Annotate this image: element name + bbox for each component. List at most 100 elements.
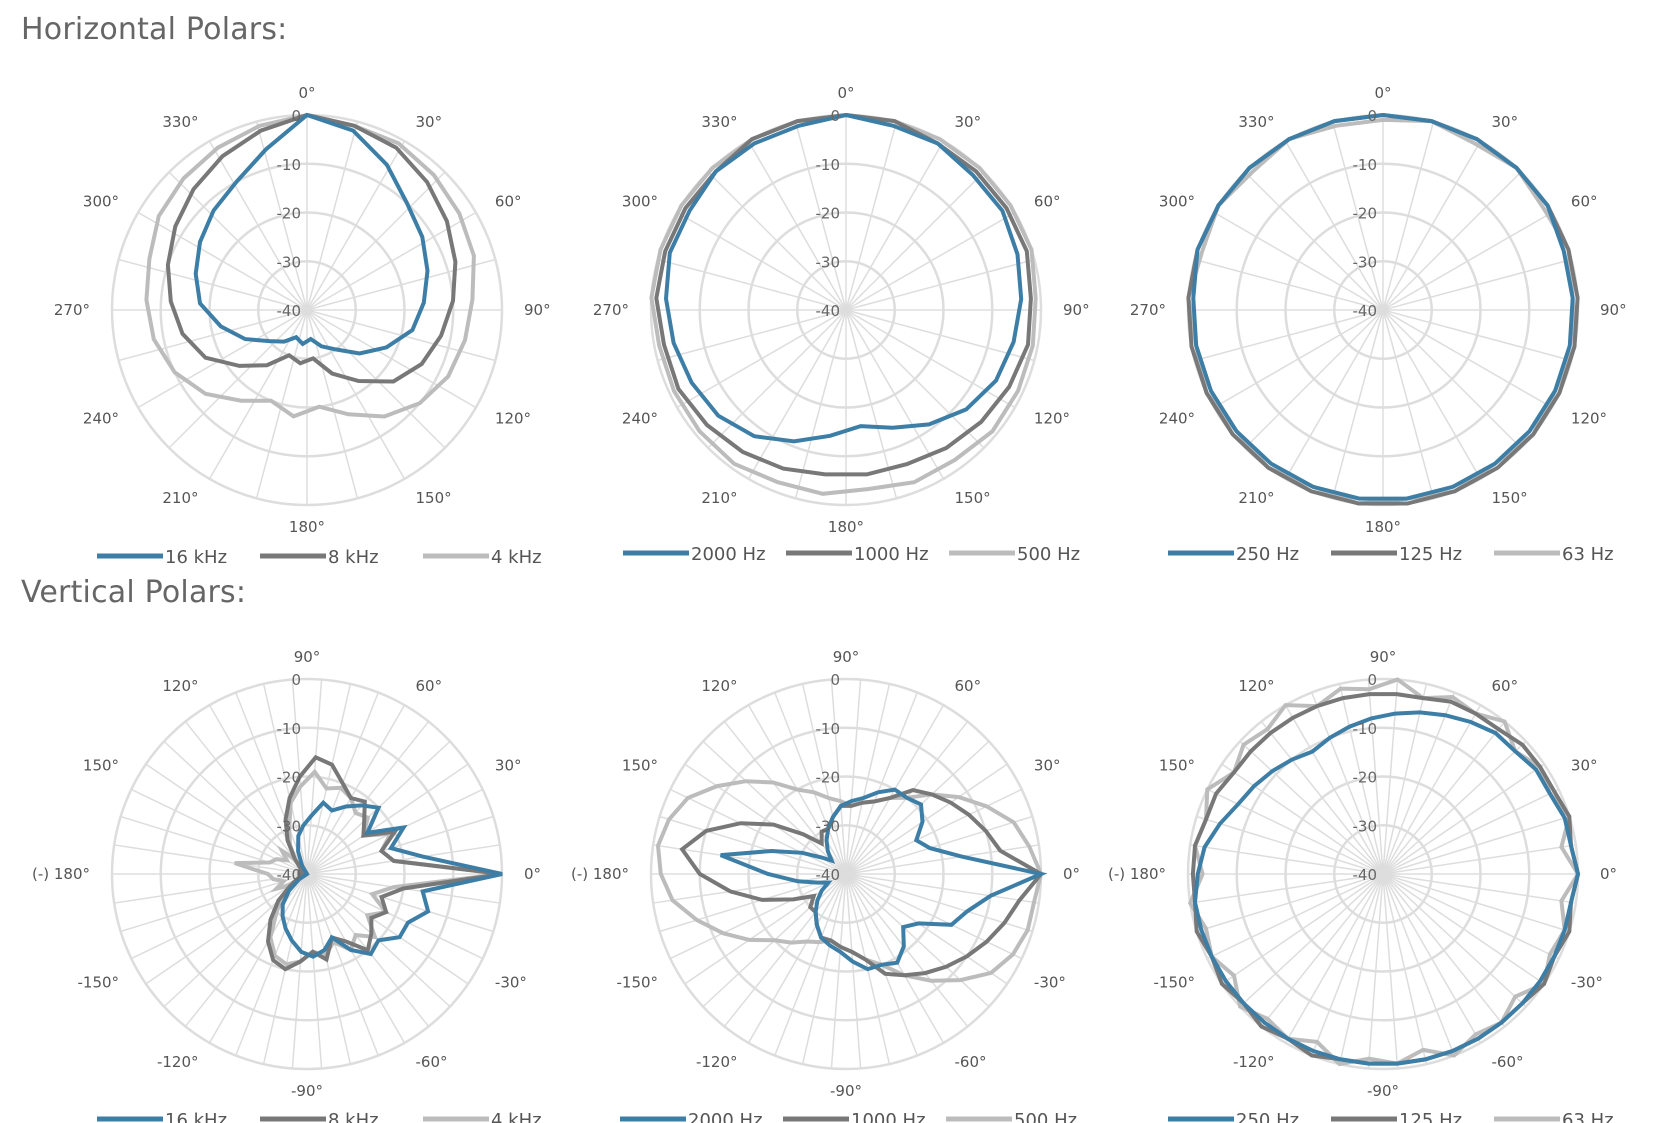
grid-spoke (1284, 873, 1384, 1044)
angle-label: -60° (955, 1053, 987, 1071)
chart-legend: 16 kHz 8 kHz 4 kHz (97, 547, 542, 568)
grid-spoke (120, 815, 308, 875)
grid-spoke (306, 844, 500, 875)
angle-label: 180° (289, 518, 325, 536)
grid-spoke (1239, 740, 1384, 875)
series-line-250-hz (1192, 710, 1581, 1066)
angle-label: 90° (833, 648, 860, 666)
grid-spoke (306, 258, 496, 311)
ring-label: -30 (1353, 253, 1378, 271)
grid-spoke (845, 211, 1016, 311)
angle-label: 150° (1159, 757, 1195, 775)
angle-label: 270° (54, 301, 90, 319)
legend-label: 500 Hz (1017, 544, 1080, 565)
grid-spoke (1382, 873, 1545, 985)
grid-spoke (845, 121, 898, 311)
legend-label: 1000 Hz (851, 1110, 926, 1123)
grid-spoke (306, 873, 484, 960)
grid-spoke (306, 211, 477, 311)
polar-chart-6: 0 -10 -20 -30 -40 90° 60° 30° 0° -30° -60° -90° -120… (1108, 648, 1617, 1123)
series-line-2000-hz (663, 112, 1024, 444)
angle-label: -120° (1233, 1053, 1275, 1071)
grid-spoke (114, 844, 308, 875)
angle-label: 270° (1130, 301, 1166, 319)
grid-spoke (291, 873, 308, 1069)
grid-spoke (657, 309, 847, 362)
grid-spoke (235, 692, 308, 875)
ring-label: -20 (1353, 205, 1378, 223)
grid-spoke (1382, 704, 1482, 875)
grid-spoke (306, 721, 430, 875)
grid-spoke (137, 211, 308, 311)
chart-legend: 250 Hz 125 Hz 63 Hz (1168, 544, 1614, 565)
grid-spoke (306, 873, 323, 1069)
grid-spoke (208, 140, 308, 311)
ring-label: -20 (277, 205, 302, 223)
angle-label: 150° (83, 757, 119, 775)
grid-spoke (845, 309, 985, 449)
chart-legend: 250 Hz 125 Hz 63 Hz (1168, 1110, 1614, 1123)
grid-spoke (845, 815, 1033, 875)
grid-spoke (747, 140, 847, 311)
angle-label: 120° (162, 677, 198, 695)
grid-spoke (845, 692, 918, 875)
grid-spoke (306, 309, 406, 480)
angle-label: -60° (1492, 1053, 1524, 1071)
grid-spoke (235, 873, 308, 1056)
grid-spoke (1206, 873, 1384, 960)
grid-spoke (845, 683, 891, 875)
grid-spoke (1213, 211, 1384, 311)
angle-label: 60° (955, 677, 982, 695)
ring-label: -30 (816, 253, 841, 271)
legend-label: 8 kHz (328, 547, 379, 568)
legend-label: 4 kHz (491, 547, 542, 568)
angle-label: 90° (1063, 301, 1090, 319)
angle-label: 180° (828, 518, 864, 536)
angle-label: 240° (622, 410, 658, 428)
angle-label: 330° (162, 113, 198, 131)
angle-label: 330° (1238, 113, 1274, 131)
grid-spoke (1382, 309, 1553, 409)
angle-label: 270° (593, 301, 629, 319)
grid-spoke (306, 873, 469, 985)
legend-label: 500 Hz (1014, 1110, 1077, 1123)
grid-spoke (306, 704, 406, 875)
grid-spoke (1382, 873, 1455, 1056)
series-line-4-khz (144, 112, 476, 419)
grid-spoke (1382, 844, 1576, 875)
angle-label: 30° (416, 113, 443, 131)
grid-spoke (1221, 873, 1384, 985)
ring-label: -20 (816, 205, 841, 223)
angle-label: (-) 180° (1108, 865, 1166, 883)
legend-label: 63 Hz (1562, 1110, 1614, 1123)
grid-spoke (1382, 309, 1482, 480)
angle-label: 90° (1600, 301, 1627, 319)
angle-label: 240° (1159, 410, 1195, 428)
grid-spoke (306, 121, 359, 311)
grid-spoke (1194, 258, 1384, 311)
grid-spoke (1382, 873, 1560, 960)
grid-spoke (801, 683, 847, 875)
series-line-1000-hz (654, 112, 1033, 477)
grid-spoke (1382, 692, 1455, 875)
angle-label: -30° (495, 974, 527, 992)
grid-spoke (845, 763, 1008, 875)
grid-spoke (208, 309, 308, 480)
ring-label: 0 (830, 671, 840, 689)
angle-label: 0° (1063, 865, 1080, 883)
grid-spoke (1382, 873, 1428, 1065)
grid-spoke (1260, 873, 1384, 1027)
grid-spoke (1382, 140, 1482, 311)
angle-label: 60° (416, 677, 443, 695)
ring-label: -20 (816, 769, 841, 787)
grid-spoke (774, 873, 847, 1056)
grid-spoke (845, 873, 1033, 933)
angle-label: -90° (291, 1082, 323, 1100)
series-line-250-hz (1191, 112, 1575, 501)
polar-chart-1: 0 -10 -20 -30 -40 0° 30° 60° 90° 120° 150° 180° 210°… (54, 84, 551, 568)
grid-spoke (1367, 873, 1384, 1069)
angle-label: 300° (83, 193, 119, 211)
ring-label: -40 (277, 302, 302, 320)
grid-spoke (1331, 309, 1384, 499)
legend-label: 125 Hz (1399, 544, 1462, 565)
